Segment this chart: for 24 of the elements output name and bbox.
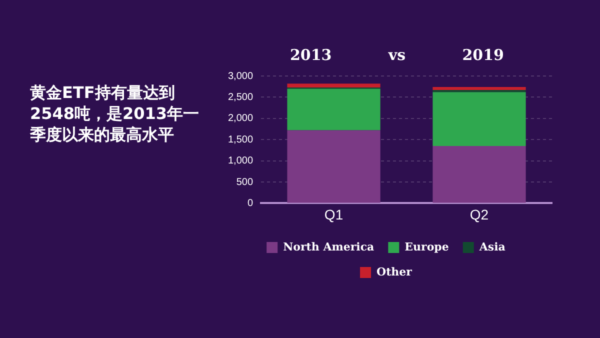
text: 2019 xyxy=(461,46,505,64)
y-tick-label: 2,000 xyxy=(228,113,254,124)
bar xyxy=(287,88,380,130)
bar xyxy=(432,87,526,90)
legend-label: Europe xyxy=(404,240,449,254)
y-tick-label: 500 xyxy=(236,176,254,188)
y-tick-label: 2,500 xyxy=(228,92,254,103)
bar xyxy=(432,90,526,92)
bar xyxy=(432,146,526,203)
legend-label: Other xyxy=(376,265,412,278)
x-tick-label: Q2 xyxy=(470,206,489,222)
text: vs xyxy=(387,46,407,64)
bar xyxy=(287,84,380,88)
x-tick-label: Q1 xyxy=(324,206,344,222)
y-tick-label: 1,000 xyxy=(228,156,254,167)
bar xyxy=(287,130,380,203)
bar xyxy=(432,92,526,146)
y-tick-label: 0 xyxy=(247,198,254,209)
y-tick-label: 3,000 xyxy=(228,70,254,82)
text: 2013 xyxy=(289,46,333,64)
legend-label: Asia xyxy=(478,240,506,254)
y-tick-label: 1,500 xyxy=(228,134,254,146)
text: 黄金ETF持有量达到2548吨，是2013年一季度以来的最高水平 xyxy=(30,82,200,145)
legend-label: North America xyxy=(283,240,374,254)
